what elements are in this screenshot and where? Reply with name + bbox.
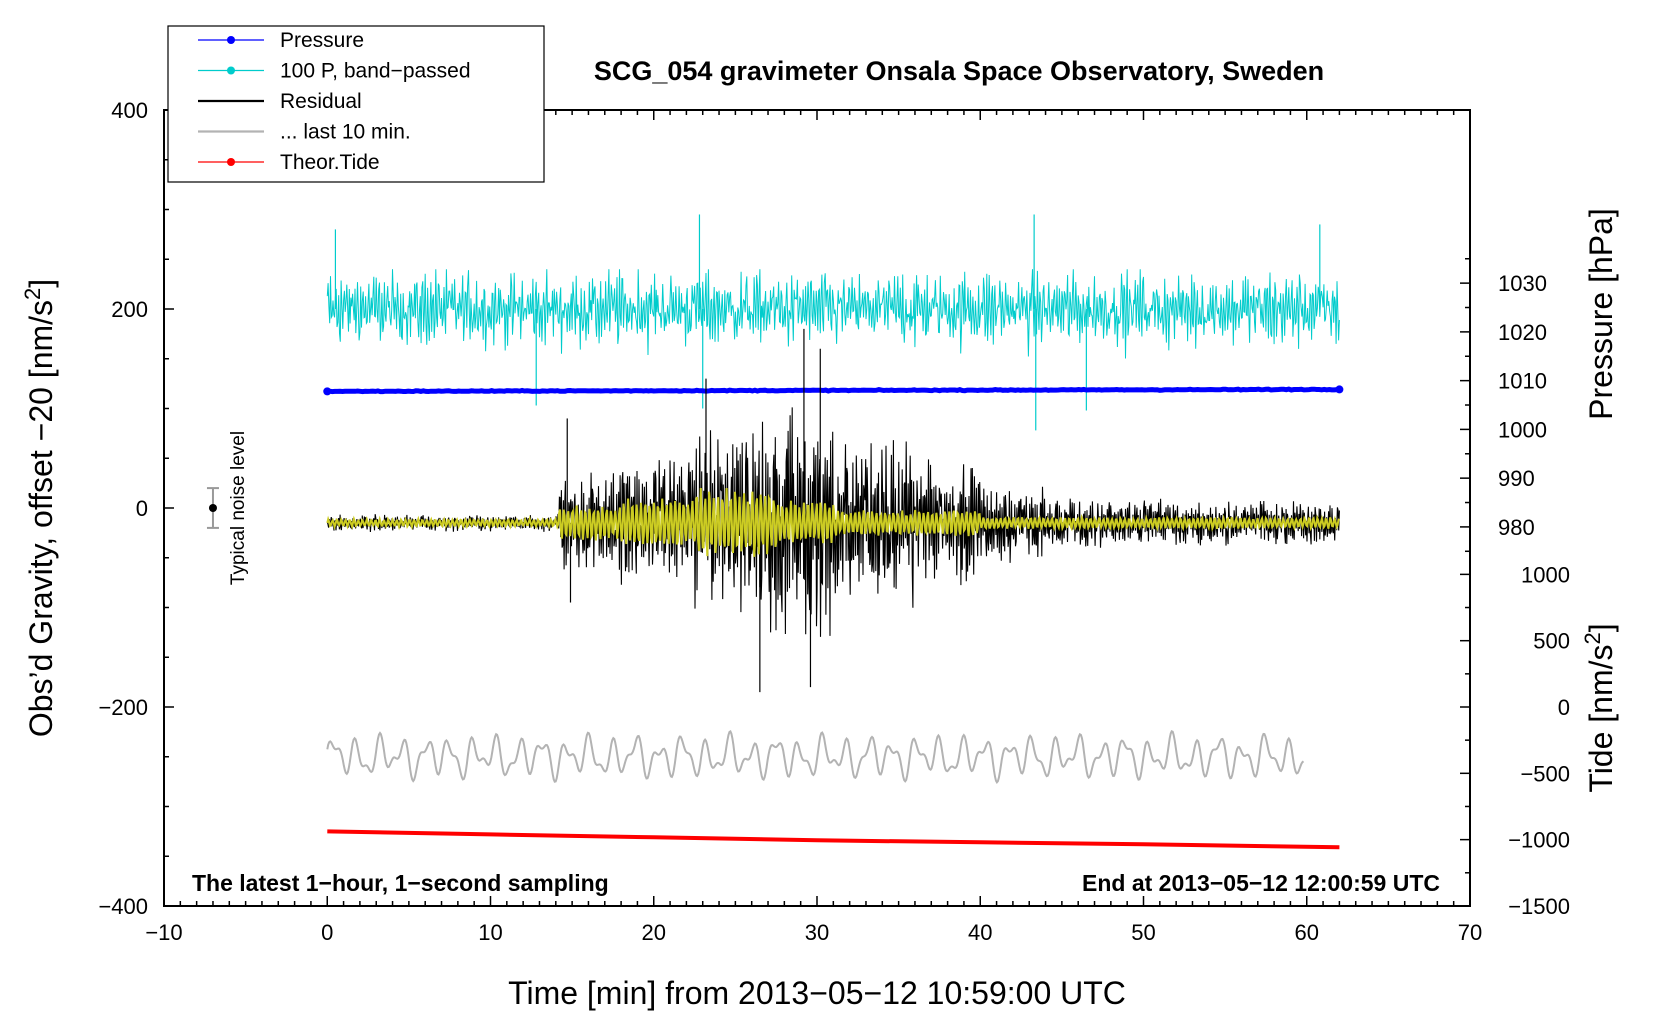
tide-axis-title-main: Tide [nm/s [1583, 644, 1619, 792]
chart-title: SCG_054 gravimeter Onsala Space Observat… [594, 56, 1324, 86]
pressure-tick-label: 990 [1498, 466, 1535, 491]
pressure-tick-label: 1020 [1498, 320, 1547, 345]
sampling-note: The latest 1−hour, 1−second sampling [192, 870, 609, 896]
legend-label: Residual [280, 90, 362, 113]
end-time-note: End at 2013−05−12 12:00:59 UTC [1082, 870, 1440, 896]
tide-tick-label: 500 [1533, 629, 1570, 654]
series-theoretical-tide [327, 829, 1340, 850]
x-tick-label: 20 [642, 920, 666, 945]
x-tick-label: 10 [478, 920, 502, 945]
tide-axis-title-sup: 2 [1580, 632, 1605, 644]
x-tick-labels: −10 0 10 20 30 40 50 60 70 [145, 920, 1482, 945]
y-tick-label: −200 [98, 695, 148, 720]
y-tick-label: 200 [111, 297, 148, 322]
legend-box [167, 25, 545, 183]
pressure-tick-labels: 1030 1020 1010 1000 990 980 [1498, 271, 1547, 540]
legend-label: ... last 10 min. [280, 121, 411, 144]
series-last-10-min [326, 729, 1305, 785]
y-tick-labels: 400 200 0 −200 −400 [98, 98, 148, 919]
left-axis-title: Obs’d Gravity, offset −20 [nm/s2] [20, 279, 60, 737]
series-residual [326, 407, 1340, 637]
x-tick-label: 40 [968, 920, 992, 945]
pressure-axis-title: Pressure [hPa] [1583, 208, 1619, 420]
left-axis-title-sup: 2 [20, 288, 45, 300]
tide-tick-label: 0 [1558, 695, 1570, 720]
tide-tick-labels: 1000 500 0 −500 −1000 −1500 [1508, 562, 1570, 919]
noise-level-indicator: Typical noise level [206, 431, 249, 585]
x-axis-title: Time [min] from 2013−05−12 10:59:00 UTC [508, 975, 1126, 1011]
pressure-tick-label: 1030 [1498, 271, 1547, 296]
pressure-tick-label: 980 [1498, 515, 1535, 540]
legend-label: Pressure [280, 29, 364, 52]
pressure-tick-label: 1000 [1498, 417, 1547, 442]
tide-tick-label: −1500 [1508, 894, 1570, 919]
series-pressure [327, 386, 1340, 395]
legend-label: 100 P, band−passed [280, 60, 471, 83]
tide-axis-title: Tide [nm/s2] [1580, 623, 1620, 792]
legend-marker [227, 66, 235, 75]
x-tick-label: 60 [1295, 920, 1319, 945]
left-axis-title-main: Obs’d Gravity, offset −20 [nm/s [23, 300, 59, 737]
y-tick-label: −400 [98, 894, 148, 919]
noise-point [208, 504, 217, 512]
noise-level-label: Typical noise level [228, 431, 249, 585]
series-layer [323, 214, 1344, 850]
tide-axis-title-end: ] [1583, 623, 1619, 632]
legend-label: Theor.Tide [280, 151, 380, 174]
x-tick-label: 70 [1458, 920, 1482, 945]
pressure-tick-label: 1010 [1498, 369, 1547, 394]
tide-tick-label: −1000 [1508, 828, 1570, 853]
y-tick-label: 400 [111, 98, 148, 123]
x-tick-label: −10 [145, 920, 182, 945]
pressure-start-marker [323, 387, 332, 396]
legend: Pressure 100 P, band−passed Residual ... la… [167, 25, 545, 183]
y-tick-label: 0 [136, 496, 148, 521]
pressure-end-marker [1335, 385, 1344, 394]
series-filtered [326, 487, 1341, 557]
x-tick-label: 0 [321, 920, 333, 945]
legend-marker [227, 158, 235, 166]
legend-marker [227, 36, 235, 44]
series-bandpassed-pressure [326, 269, 1340, 359]
tide-tick-label: 1000 [1521, 562, 1570, 587]
legend-items: Pressure 100 P, band−passed Residual ... la… [198, 29, 471, 174]
tide-tick-label: −500 [1520, 761, 1570, 786]
x-tick-label: 30 [805, 920, 829, 945]
left-axis-title-end: ] [23, 279, 59, 288]
x-tick-label: 50 [1131, 920, 1155, 945]
